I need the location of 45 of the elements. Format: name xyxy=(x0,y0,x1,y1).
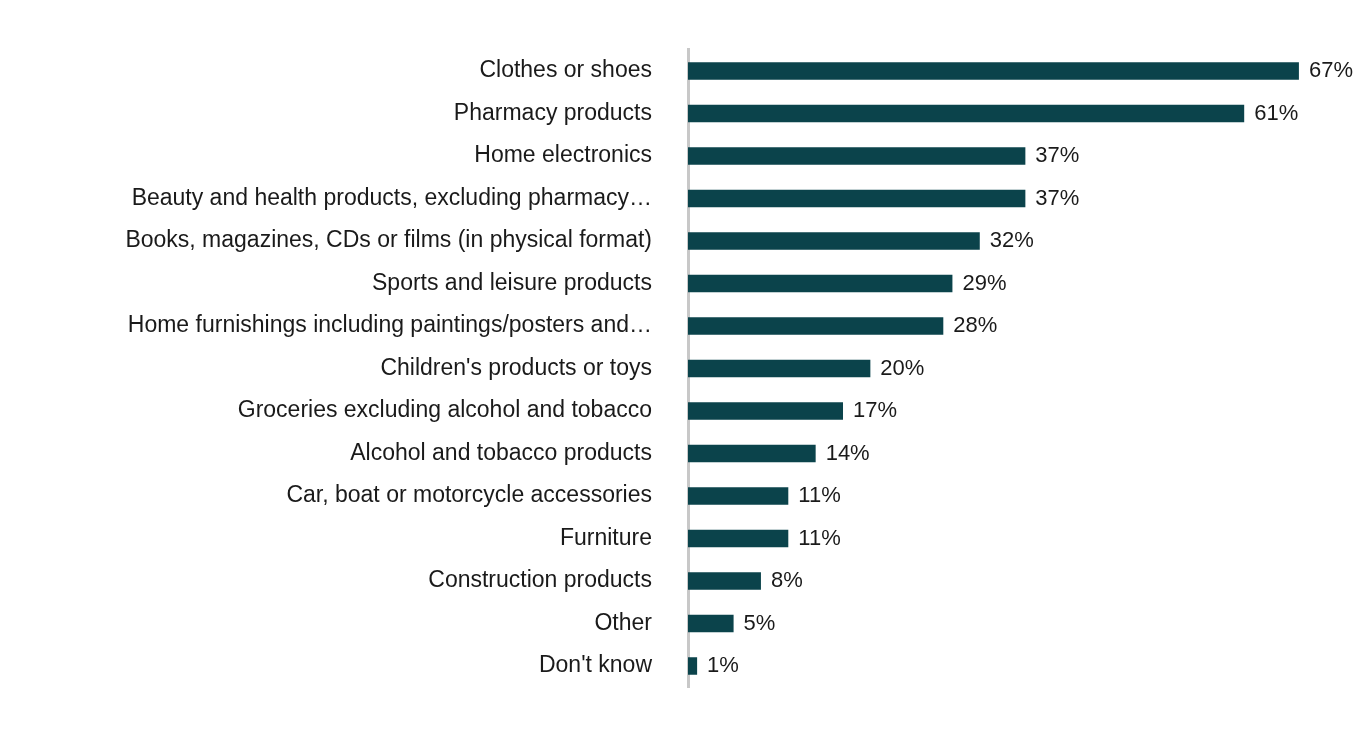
bar xyxy=(688,232,980,250)
bar xyxy=(688,274,953,293)
y-tick-label: Children's products or toys xyxy=(380,353,652,380)
bar xyxy=(688,572,761,590)
data-label: 37% xyxy=(1035,184,1080,210)
bar xyxy=(688,657,698,675)
data-label: 61% xyxy=(1254,99,1299,125)
data-label: 11% xyxy=(798,482,841,508)
bar xyxy=(688,359,871,378)
bar xyxy=(688,62,1299,80)
y-tick-label: Books, magazines, CDs or films (in physical format) xyxy=(125,226,652,253)
data-label: 28% xyxy=(953,312,998,338)
y-tick-label: Groceries excluding alcohol and tobacco xyxy=(237,396,652,423)
y-tick-label: Alcohol and tobacco products xyxy=(350,438,652,465)
data-label: 17% xyxy=(853,397,898,423)
data-label: 14% xyxy=(825,439,870,465)
bar xyxy=(688,614,734,633)
bar xyxy=(688,147,1026,165)
y-tick-label: Home electronics xyxy=(474,141,652,168)
y-tick-label: Pharmacy products xyxy=(453,98,652,125)
y-tick-label: Other xyxy=(594,608,653,635)
bar xyxy=(688,189,1026,208)
bar xyxy=(688,317,944,335)
bar xyxy=(688,402,844,420)
data-label: 37% xyxy=(1035,142,1080,168)
data-label: 1% xyxy=(707,652,739,678)
y-tick-label: Beauty and health products, excluding pharmacy… xyxy=(131,183,652,210)
data-label: 20% xyxy=(880,354,925,380)
y-tick-label: Construction products xyxy=(428,566,652,593)
bar xyxy=(688,104,1245,123)
data-label: 67% xyxy=(1308,57,1353,83)
bar xyxy=(688,529,789,548)
data-label: 11% xyxy=(798,524,841,550)
bar xyxy=(688,444,816,463)
y-tick-label: Home furnishings including paintings/posters and… xyxy=(127,311,652,338)
data-label: 32% xyxy=(989,227,1034,253)
data-label: 29% xyxy=(962,269,1007,295)
y-tick-label: Sports and leisure products xyxy=(372,268,652,295)
y-tick-label: Furniture xyxy=(559,523,652,550)
data-label: 5% xyxy=(743,609,776,635)
data-label: 8% xyxy=(770,567,803,593)
y-tick-label: Clothes or shoes xyxy=(479,56,652,83)
bar xyxy=(688,487,789,505)
y-tick-label: Car, boat or motorcycle accessories xyxy=(286,481,652,508)
y-tick-label: Don't know xyxy=(538,651,653,678)
